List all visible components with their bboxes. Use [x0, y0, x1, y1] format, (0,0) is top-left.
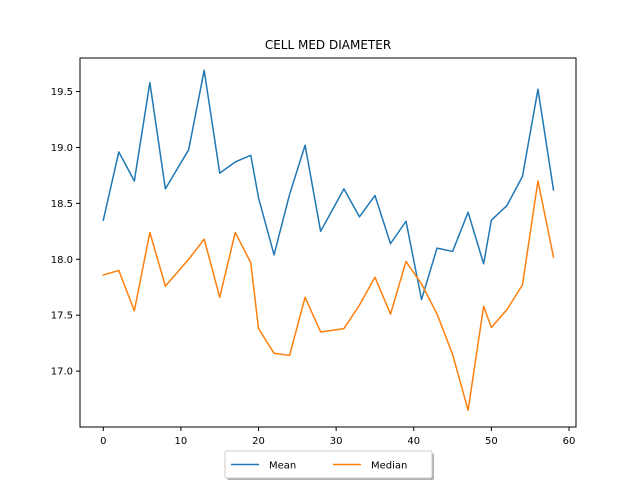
plot-frame [79, 57, 577, 428]
x-tick-label: 30 [330, 436, 343, 447]
series-line-median [102, 180, 555, 411]
series-line-mean [102, 69, 555, 301]
y-tick-label: 19.0 [51, 143, 73, 154]
x-tick-label: 40 [407, 436, 420, 447]
y-tick-label: 19.5 [51, 87, 73, 98]
x-tick-label: 10 [175, 436, 188, 447]
y-tick-label: 18.5 [51, 199, 73, 210]
chart-title: CELL MED DIAMETER [265, 38, 391, 52]
series-layer [102, 69, 555, 411]
x-tick-label: 60 [563, 436, 576, 447]
legend-box [224, 450, 433, 479]
x-tick-label: 0 [100, 436, 106, 447]
legend-label-mean: Mean [269, 461, 296, 472]
y-tick-label: 17.0 [51, 367, 73, 378]
x-tick-label: 50 [485, 436, 498, 447]
x-tick-label: 20 [252, 436, 265, 447]
legend: Mean Median [224, 450, 434, 480]
y-tick-label: 17.5 [51, 311, 73, 322]
y-axis: 17.0 17.5 18.0 18.5 19.0 19.5 [51, 87, 80, 378]
legend-label-median: Median [371, 461, 407, 472]
x-axis: 0 10 20 30 40 50 60 [100, 427, 575, 447]
y-tick-label: 18.0 [51, 255, 73, 266]
